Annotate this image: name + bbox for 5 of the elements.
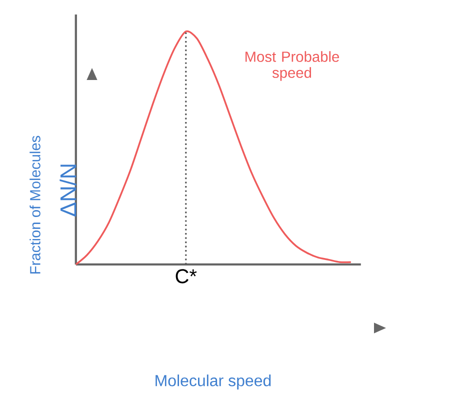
annotation: Most Probable speed bbox=[246, 51, 340, 81]
text: C* bbox=[176, 269, 197, 284]
annotation: ΔN/N bbox=[60, 164, 76, 216]
text: Molecular speed bbox=[156, 374, 271, 390]
y-axis-title: Fraction of Molecules bbox=[30, 136, 40, 274]
